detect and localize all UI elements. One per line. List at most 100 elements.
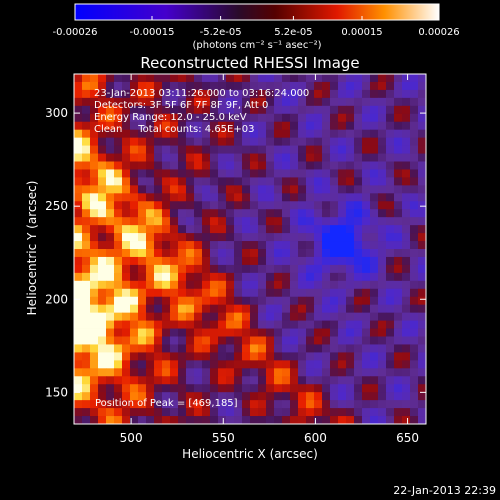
heatmap-cell [370, 280, 379, 290]
heatmap-cell [82, 352, 91, 361]
heatmap-cell [226, 89, 235, 99]
heatmap-cell [274, 352, 283, 361]
heatmap-cell [226, 384, 235, 393]
heatmap-cell [106, 233, 115, 242]
heatmap-cell [386, 74, 395, 83]
heatmap-cell [402, 352, 411, 361]
heatmap-cell [90, 320, 99, 329]
heatmap-cell [162, 328, 171, 337]
heatmap-cell [290, 225, 299, 234]
heatmap-cell [346, 320, 355, 329]
heatmap-cell [146, 169, 155, 178]
heatmap-cell [306, 74, 315, 83]
heatmap-cell [322, 113, 331, 123]
heatmap-cell [418, 272, 427, 282]
heatmap-cell [322, 368, 331, 377]
heatmap-cell [186, 272, 195, 282]
heatmap-cell [266, 304, 275, 314]
heatmap-cell [250, 185, 259, 194]
heatmap-cell [370, 97, 379, 107]
heatmap-cell [98, 241, 107, 250]
heatmap-cell [386, 209, 395, 218]
heatmap-cell [186, 256, 195, 266]
heatmap-cell [306, 368, 315, 377]
heatmap-cell [234, 392, 243, 401]
heatmap-cell [410, 137, 419, 146]
heatmap-cell [250, 280, 259, 290]
heatmap-cell [210, 249, 219, 258]
heatmap-cell [170, 272, 179, 282]
heatmap-cell [370, 288, 379, 298]
heatmap-cell [298, 360, 307, 369]
heatmap-cell [258, 376, 267, 385]
heatmap-cell [82, 249, 91, 258]
heatmap-cell [346, 264, 355, 274]
heatmap-cell [274, 161, 283, 170]
heatmap-cell [146, 137, 155, 146]
heatmap-cell [170, 169, 179, 178]
heatmap-cell [242, 225, 251, 234]
heatmap-cell [362, 153, 371, 162]
heatmap-cell [322, 304, 331, 314]
heatmap-cell [210, 185, 219, 194]
heatmap-cell [298, 129, 307, 139]
heatmap-cell [114, 376, 123, 385]
heatmap-cell [146, 193, 155, 202]
heatmap-cell [354, 241, 363, 250]
heatmap-cell [194, 416, 203, 425]
heatmap-cell [386, 97, 395, 107]
heatmap-cell [330, 352, 339, 361]
colorbar-gradient [74, 3, 440, 21]
heatmap-cell [74, 217, 83, 226]
heatmap-cell [306, 249, 315, 258]
heatmap-cell [130, 201, 139, 210]
heatmap-cell [306, 280, 315, 290]
heatmap-cell [410, 344, 419, 353]
heatmap-cell [226, 296, 235, 306]
heatmap-cell [362, 328, 371, 337]
heatmap-cell [82, 400, 91, 409]
heatmap-cell [322, 121, 331, 131]
heatmap-cell [338, 384, 347, 393]
heatmap-cell [82, 177, 91, 186]
heatmap-cell [250, 328, 259, 337]
heatmap-cell [354, 360, 363, 369]
heatmap-cell [138, 201, 147, 210]
heatmap-cell [210, 256, 219, 266]
heatmap-cell [170, 360, 179, 369]
heatmap-cell [114, 249, 123, 258]
heatmap-cell [386, 392, 395, 401]
heatmap-cell [346, 185, 355, 194]
heatmap-cell [74, 328, 83, 337]
heatmap-cell [314, 249, 323, 258]
heatmap-cell [82, 344, 91, 353]
heatmap-cell [266, 129, 275, 139]
heatmap-cell [306, 81, 315, 91]
heatmap-cell [402, 264, 411, 274]
heatmap-cell [314, 280, 323, 290]
heatmap-cell [346, 352, 355, 361]
heatmap-cell [194, 352, 203, 361]
heatmap-cell [122, 121, 131, 131]
heatmap-cell [74, 225, 83, 234]
heatmap-cell [378, 209, 387, 218]
heatmap-cell [394, 225, 403, 234]
heatmap-cell [178, 169, 187, 178]
heatmap-cell [218, 264, 227, 274]
heatmap-cell [346, 113, 355, 123]
heatmap-cell [90, 296, 99, 306]
colorbar-tick-label: 0.00015 [341, 27, 382, 38]
heatmap-cell [418, 288, 427, 298]
heatmap-cell [210, 209, 219, 218]
heatmap-cell [378, 233, 387, 242]
heatmap-cell [114, 272, 123, 282]
heatmap-cell [322, 376, 331, 385]
heatmap-cell [74, 161, 83, 170]
heatmap-cell [274, 320, 283, 329]
heatmap-cell [378, 121, 387, 131]
heatmap-cell [202, 352, 211, 361]
heatmap-cell [338, 105, 347, 115]
heatmap-cell [98, 145, 107, 154]
heatmap-cell [354, 249, 363, 258]
heatmap-cell [362, 288, 371, 298]
